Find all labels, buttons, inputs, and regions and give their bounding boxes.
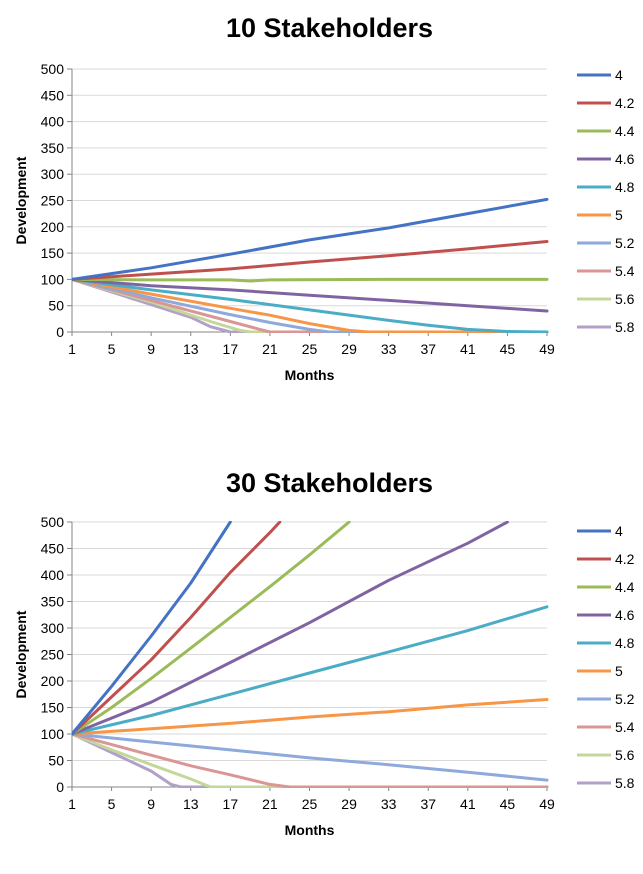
x-tick-label: 41 bbox=[460, 341, 476, 357]
chart-title: 30 Stakeholders bbox=[226, 468, 433, 498]
y-tick-label: 500 bbox=[41, 514, 65, 530]
legend-label: 5 bbox=[615, 663, 623, 679]
y-tick-label: 300 bbox=[41, 166, 65, 182]
y-tick-label: 500 bbox=[41, 61, 65, 77]
y-tick-label: 100 bbox=[41, 271, 65, 287]
x-tick-label: 13 bbox=[183, 796, 199, 812]
x-axis-label: Months bbox=[285, 822, 335, 838]
legend-label: 4.4 bbox=[615, 579, 635, 595]
series-line-5-4 bbox=[72, 732, 549, 788]
legend-label: 4.2 bbox=[615, 551, 635, 567]
legend-label: 5.4 bbox=[615, 263, 635, 279]
y-tick-label: 400 bbox=[41, 114, 65, 130]
y-tick-label: 0 bbox=[56, 779, 64, 795]
x-tick-label: 49 bbox=[539, 341, 555, 357]
y-tick-label: 150 bbox=[41, 245, 65, 261]
series-line-4-2 bbox=[72, 521, 282, 736]
series-line-4-4 bbox=[72, 521, 351, 736]
legend-label: 4.8 bbox=[615, 635, 635, 651]
legend-label: 4 bbox=[615, 67, 623, 83]
x-tick-label: 17 bbox=[223, 341, 239, 357]
legend-label: 5 bbox=[615, 207, 623, 223]
legend: 4 4.2 4.4 4.6 4.8 5 5.2 5.4 5.6 5.8 bbox=[577, 523, 635, 791]
x-tick-label: 13 bbox=[183, 341, 199, 357]
y-tick-label: 450 bbox=[41, 541, 65, 557]
x-tick-label: 21 bbox=[262, 341, 278, 357]
series-line-5-2 bbox=[72, 277, 549, 333]
x-tick-label: 25 bbox=[302, 796, 318, 812]
x-axis-label: Months bbox=[285, 367, 335, 383]
series-lines bbox=[72, 197, 549, 333]
y-tick-label: 50 bbox=[48, 753, 64, 769]
series-line-4-4 bbox=[72, 277, 549, 283]
chart-2: 30 Stakeholders 0 50 100 150 200 250 300 350 400 4… bbox=[13, 468, 635, 838]
x-tick-label: 25 bbox=[302, 341, 318, 357]
series-line-4-2 bbox=[72, 240, 549, 281]
series-line-4 bbox=[72, 521, 232, 736]
series-line-5 bbox=[72, 277, 549, 333]
y-tick-label: 400 bbox=[41, 567, 65, 583]
series-line-4-8 bbox=[72, 605, 549, 736]
y-tick-label: 250 bbox=[41, 647, 65, 663]
series-line-5 bbox=[72, 698, 549, 736]
x-tick-label: 49 bbox=[539, 796, 555, 812]
x-tick-label: 21 bbox=[262, 796, 278, 812]
legend-label: 4.8 bbox=[615, 179, 635, 195]
x-tick-label: 29 bbox=[341, 796, 357, 812]
series-line-4 bbox=[72, 197, 549, 281]
y-tick-label: 100 bbox=[41, 726, 65, 742]
legend-label: 4.2 bbox=[615, 95, 635, 111]
x-tick-label: 37 bbox=[420, 796, 436, 812]
y-tick-label: 0 bbox=[56, 324, 64, 340]
legend-label: 4.6 bbox=[615, 151, 635, 167]
y-tick-label: 250 bbox=[41, 193, 65, 209]
legend: 4 4.2 4.4 4.6 4.8 5 5.2 5.4 5.6 5.8 bbox=[577, 67, 635, 335]
x-tick-label: 5 bbox=[108, 341, 116, 357]
y-tick-label: 200 bbox=[41, 673, 65, 689]
series-line-4-6 bbox=[72, 521, 509, 736]
series-line-5-6 bbox=[72, 732, 549, 788]
legend-label: 5.2 bbox=[615, 691, 635, 707]
x-tick-label: 9 bbox=[147, 796, 155, 812]
x-tick-label: 1 bbox=[68, 796, 76, 812]
x-tick-label: 17 bbox=[223, 796, 239, 812]
x-tick-label: 1 bbox=[68, 341, 76, 357]
legend-label: 4 bbox=[615, 523, 623, 539]
x-tick-label: 45 bbox=[500, 796, 516, 812]
legend-label: 5.4 bbox=[615, 719, 635, 735]
legend-label: 5.6 bbox=[615, 291, 635, 307]
x-tick-label: 9 bbox=[147, 341, 155, 357]
x-tick-label: 41 bbox=[460, 796, 476, 812]
x-tick-label: 45 bbox=[500, 341, 516, 357]
series-line-5-2 bbox=[72, 732, 549, 782]
legend-label: 5.8 bbox=[615, 775, 635, 791]
series-line-4-6 bbox=[72, 277, 549, 313]
y-tick-label: 150 bbox=[41, 700, 65, 716]
y-tick-label: 450 bbox=[41, 87, 65, 103]
legend-label: 5.6 bbox=[615, 747, 635, 763]
x-tick-label: 5 bbox=[108, 796, 116, 812]
y-tick-label: 350 bbox=[41, 140, 65, 156]
legend-label: 5.2 bbox=[615, 235, 635, 251]
y-tick-label: 300 bbox=[41, 620, 65, 636]
x-tick-label: 29 bbox=[341, 341, 357, 357]
legend-label: 5.8 bbox=[615, 319, 635, 335]
chart-1: 10 Stakeholders 0 50 100 150 200 250 300 350 400 4… bbox=[13, 13, 635, 383]
y-axis-label: Development bbox=[13, 156, 29, 244]
legend-label: 4.6 bbox=[615, 607, 635, 623]
legend-label: 4.4 bbox=[615, 123, 635, 139]
series-lines bbox=[72, 521, 549, 788]
y-tick-label: 200 bbox=[41, 219, 65, 235]
y-axis-label: Development bbox=[13, 610, 29, 698]
x-tick-label: 33 bbox=[381, 341, 397, 357]
series-line-4-8 bbox=[72, 277, 549, 333]
y-tick-label: 50 bbox=[48, 298, 64, 314]
series-line-5-4 bbox=[72, 277, 549, 333]
y-tick-label: 350 bbox=[41, 594, 65, 610]
x-tick-label: 33 bbox=[381, 796, 397, 812]
x-tick-label: 37 bbox=[420, 341, 436, 357]
chart-title: 10 Stakeholders bbox=[226, 13, 433, 43]
